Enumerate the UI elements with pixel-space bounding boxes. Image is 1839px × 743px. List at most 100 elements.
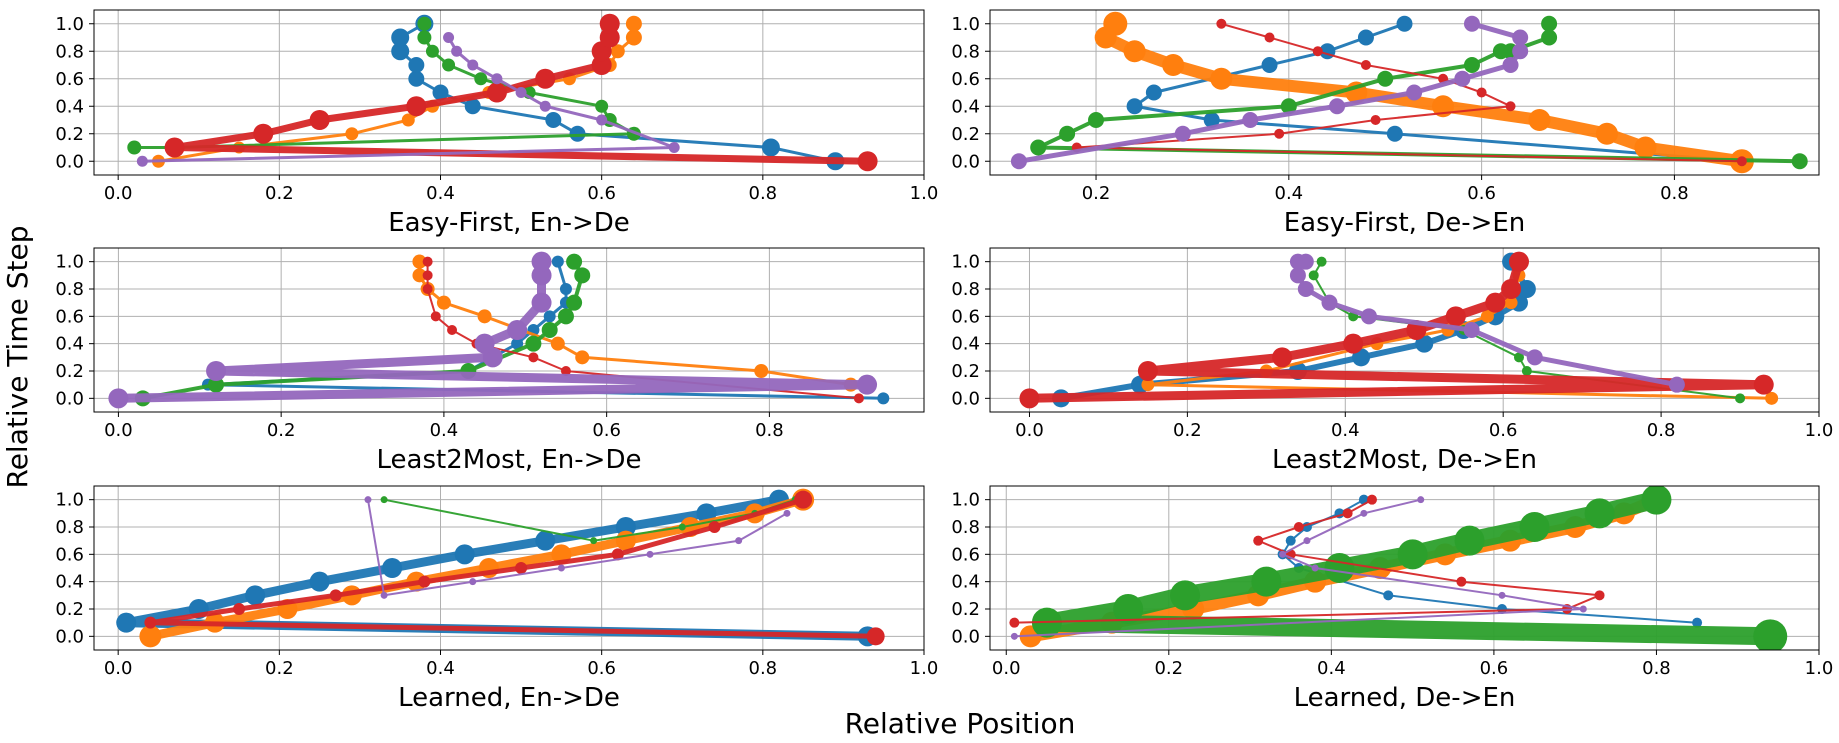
data-point-purple [735,537,743,545]
x-tick-label: 0.0 [992,658,1021,679]
data-point-green [1791,153,1808,170]
data-point-blue [535,530,556,551]
y-tick-label: 0.2 [951,599,980,620]
data-point-green [208,376,225,393]
data-point-purple [474,333,495,354]
x-tick-label: 0.8 [749,183,778,204]
data-point-red [708,521,721,533]
data-point-blue [391,42,410,61]
data-point-blue [877,392,890,405]
subplot-grid: 0.0 0.2 0.4 0.6 0.8 1.0 0.0 0.2 0.4 0.6 0.8 1.0 Easy… [55,9,1833,713]
x-tick-label: 0.2 [1154,658,1183,679]
data-point-blue [1357,29,1374,46]
data-point-green [1541,15,1558,32]
data-point-purple [380,591,388,599]
data-point-red [418,575,431,588]
y-tick-label: 0.6 [951,306,980,327]
data-point-orange [1634,136,1657,159]
data-point-orange [1103,11,1128,36]
plot-area [1009,486,1788,650]
data-point-blue [1386,125,1403,142]
data-point-red [599,13,620,34]
data-point-red [1019,388,1040,409]
data-point-orange [1123,40,1146,63]
data-point-red [486,82,507,103]
data-point-orange [610,44,625,59]
data-point-green [417,30,432,45]
data-point-red [1312,46,1323,57]
data-point-green [1324,553,1355,583]
data-point-purple [1360,308,1377,325]
plot-area [108,251,890,409]
data-point-blue [615,517,636,537]
data-point-green [1753,619,1788,650]
x-axis-label: Relative Position [845,707,1076,740]
x-tick-label: 0.2 [265,658,294,679]
y-tick-label: 0.0 [951,626,980,647]
y-tick-label: 0.8 [55,41,84,62]
data-point-blue [391,28,410,47]
data-point-orange [1210,67,1233,90]
data-point-red [1508,251,1529,272]
data-point-red [1366,494,1377,505]
data-point-red [1216,18,1227,29]
subplot-3: 0.0 0.2 0.4 0.6 0.8 0.0 0.2 0.4 0.6 0.8 1.0 Least2M… [55,247,925,475]
subplot-title: Least2Most, En->De [377,445,642,475]
x-tick-label: 0.4 [426,658,455,679]
data-point-blue [464,98,481,115]
series-line-purple [113,257,872,403]
y-tick-label: 1.0 [55,490,84,511]
data-point-green [1641,486,1672,515]
x-tick-label: 0.8 [1647,420,1676,441]
data-point-green [595,99,609,113]
x-tick-label: 0.8 [755,420,784,441]
data-point-red [233,603,246,615]
data-point-green [474,72,488,86]
data-point-red [1342,508,1353,519]
data-point-purple [1279,550,1287,558]
x-tick-label: 0.2 [1082,183,1111,204]
data-point-orange [625,29,642,46]
x-tick-label: 0.4 [430,420,459,441]
y-tick-label: 0.6 [55,306,84,327]
data-point-blue [408,57,425,73]
data-point-red [422,256,433,267]
data-point-blue [1396,15,1413,32]
x-tick-label: 0.4 [1275,183,1304,204]
data-point-orange [401,113,415,127]
series-line-green [132,22,636,149]
y-tick-label: 0.4 [951,334,980,355]
data-point-red [329,589,342,602]
data-point-green [127,140,142,155]
data-point-green [1030,139,1047,156]
data-point-orange [412,268,427,283]
x-tick-label: 0.2 [1173,420,1202,441]
data-point-green [425,44,439,58]
x-tick-label: 0.8 [749,658,778,679]
plot-frame [989,485,1820,651]
data-point-red [599,27,620,48]
data-point-red [794,490,813,509]
data-point-red [309,110,330,130]
data-point-purple [507,320,528,340]
data-point-blue [309,571,330,592]
y-tick-label: 0.0 [951,151,980,172]
data-point-red [1272,347,1293,368]
y-tick-label: 0.8 [55,517,84,538]
data-point-green [1519,512,1550,542]
x-tick-label: 0.2 [265,183,294,204]
data-point-purple [467,59,479,71]
data-point-green [566,253,583,270]
data-point-green [1308,270,1319,281]
data-point-purple [1289,267,1306,284]
data-point-orange [1162,54,1185,76]
data-point-green [566,294,583,311]
data-point-green [1541,29,1558,46]
subplot-4: 0.0 0.2 0.4 0.6 0.8 1.0 0.0 0.2 0.4 0.6 0.8 1.0 Leas… [951,247,1833,475]
data-point-orange [754,364,769,378]
x-tick-label: 0.6 [1480,658,1509,679]
data-point-orange [139,625,162,648]
data-point-purple [1360,509,1368,517]
plot-area [1019,251,1779,409]
data-point-purple [1311,564,1319,572]
